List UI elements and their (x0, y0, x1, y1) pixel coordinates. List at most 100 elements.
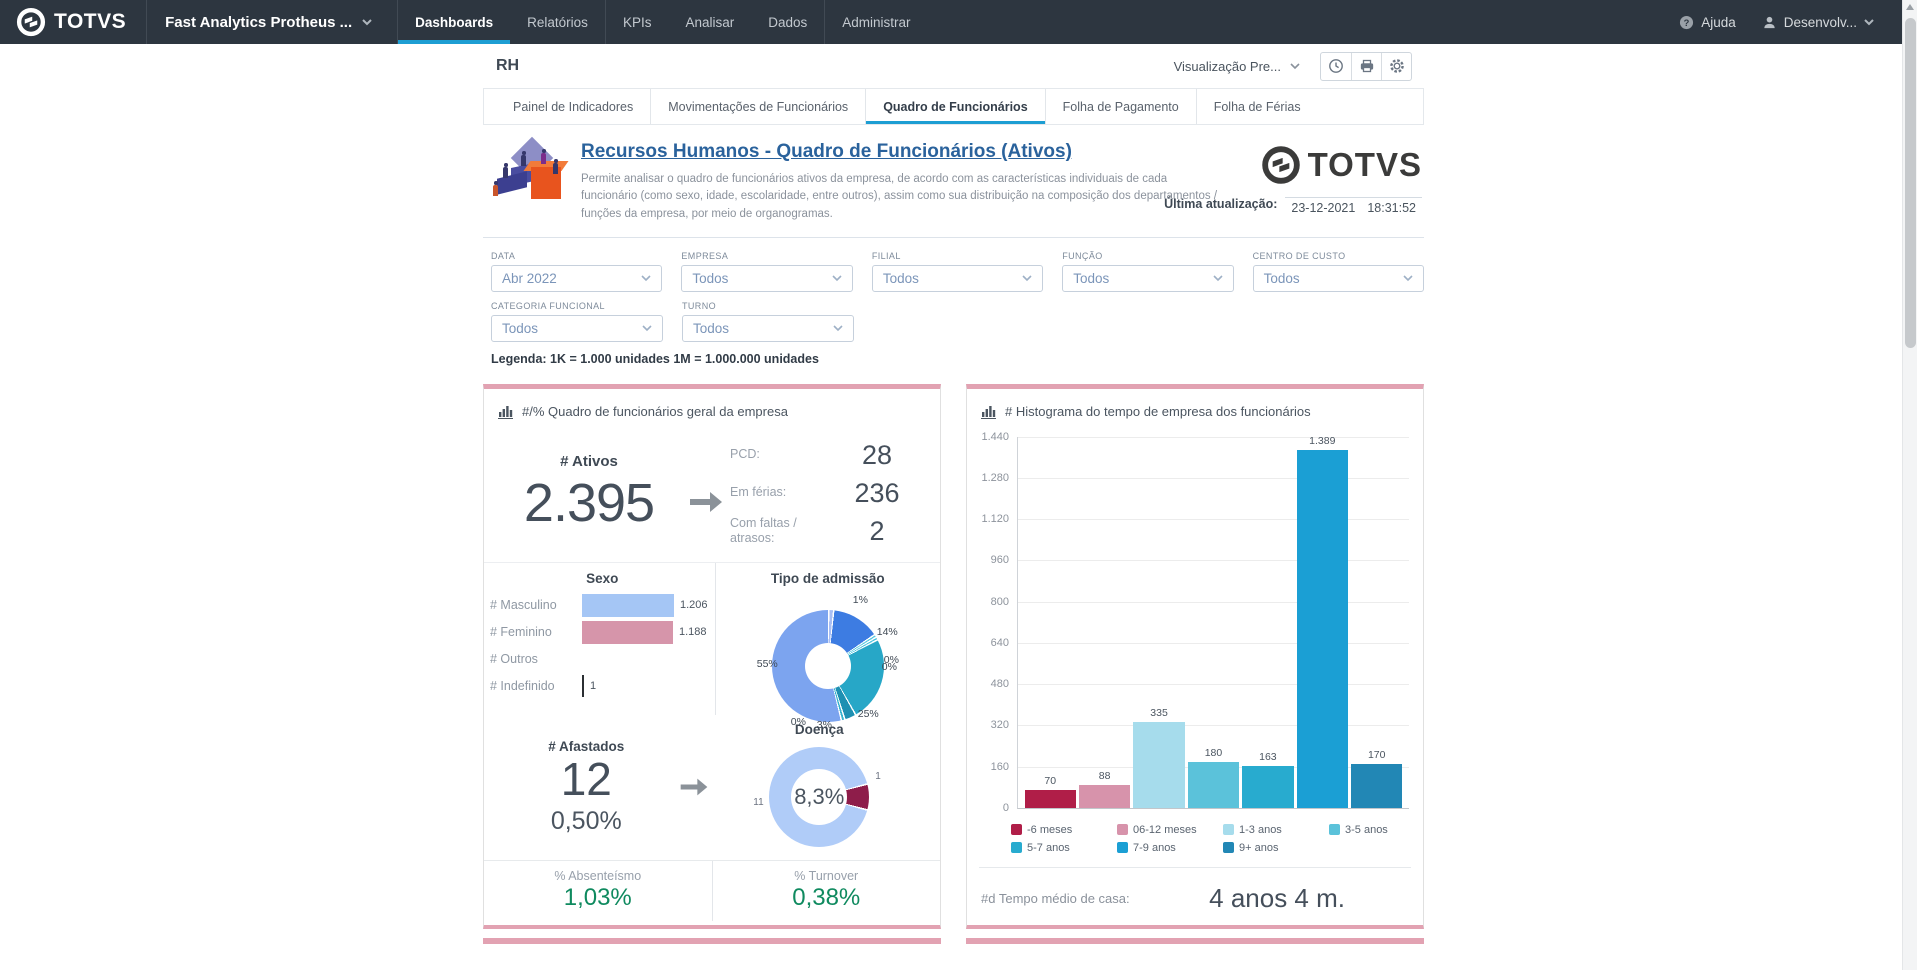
sexo-category: # Indefinido (490, 679, 555, 694)
bar-6-meses[interactable]: 70 (1024, 775, 1076, 808)
admissao-slice-label: 14% (876, 625, 898, 638)
doenca-donut[interactable]: 8,3% 11 1 (739, 741, 899, 853)
nav-divider (397, 0, 399, 44)
scrollbar-thumb[interactable] (1905, 18, 1916, 348)
tab-folha-de-fe-rias[interactable]: Folha de Férias (1195, 89, 1318, 124)
nav-item-dashboards[interactable]: Dashboards (398, 0, 510, 44)
gridline (1018, 684, 1409, 686)
arrow-right-icon (690, 492, 722, 513)
legend-swatch (1329, 824, 1340, 836)
tab-quadro-de-funciona-rios[interactable]: Quadro de Funcionários (865, 89, 1044, 124)
bar-5-7-anos[interactable]: 163 (1242, 751, 1294, 808)
bar-1-3-anos[interactable]: 335 (1133, 707, 1185, 808)
sexo-bar (582, 675, 584, 698)
tab-painel-de-indicadores[interactable]: Painel de Indicadores (513, 99, 634, 114)
chevron-down-icon (1864, 19, 1874, 26)
filter-row: DATA Abr 2022 EMPRESA Todos FILIAL Todos FUNÇÃ… (491, 250, 1425, 292)
plot-area: 70 88 335 180 163 1.389 170 (1017, 435, 1409, 809)
filter-label: FUNÇÃO (1062, 250, 1103, 261)
view-selector-label: Visualização Pre... (1173, 58, 1281, 74)
filter-select-func-a-o[interactable]: Todos (1062, 264, 1234, 292)
filter-turno: TURNO Todos (682, 301, 854, 342)
nav-item-dados[interactable]: Dados (768, 14, 808, 30)
gridline (1018, 519, 1409, 521)
print-button[interactable] (1351, 52, 1381, 80)
filter-func-a-o: FUNÇÃO Todos (1062, 250, 1234, 292)
gridline (1018, 725, 1409, 727)
bar-value-label: 180 (1204, 746, 1223, 759)
tempo-medio-label: #d Tempo médio de casa: (981, 890, 1130, 906)
card-title: #/% Quadro de funcionários geral da empr… (522, 404, 788, 420)
filter-value: Todos (1263, 270, 1300, 286)
sexo-row-indefinido: # Indefinido 1 (490, 673, 715, 700)
afastados-value: 12 (560, 752, 612, 805)
legend-item-06-12-meses: 06-12 meses (1117, 824, 1223, 836)
help-label: Ajuda (1701, 14, 1736, 30)
stat-label: PCD: (730, 447, 760, 462)
legend-swatch (1011, 824, 1022, 836)
filter-select-data[interactable]: Abr 2022 (491, 264, 663, 292)
report-tabs: Painel de Indicadores Movimentações de Fu… (483, 88, 1424, 125)
user-label: Desenvolv... (1783, 14, 1857, 30)
y-tick-label: 160 (990, 760, 1009, 773)
schedule-button[interactable] (1321, 53, 1351, 80)
legend-label: 7-9 anos (1133, 841, 1176, 854)
legend-label: 06-12 meses (1133, 823, 1197, 836)
stat-value: 28 (861, 439, 893, 470)
admissao-slice-label: 25% (857, 707, 879, 720)
stat-label: Com faltas / atrasos: (730, 515, 797, 546)
sexo-category: # Feminino (490, 625, 552, 640)
main-menu: Dashboards Relatórios KPIs Analisar Dados Adm… (398, 0, 927, 44)
bar-3-5-anos[interactable]: 180 (1187, 747, 1240, 808)
admissao-donut[interactable]: 55% 1% 14% 0% 0% 25% 3% 0% (753, 588, 903, 731)
bar-06-12-meses[interactable]: 88 (1078, 770, 1131, 808)
filter-select-empresa[interactable]: Todos (681, 264, 853, 292)
gridline (1018, 601, 1409, 603)
filter-centro-de-custo: CENTRO DE CUSTO Todos (1252, 251, 1425, 292)
nav-right: ? Ajuda Desenvolv... (1679, 0, 1902, 44)
legend-item-6-meses: -6 meses (1011, 824, 1117, 836)
settings-button[interactable] (1381, 52, 1411, 80)
top-navbar: TOTVS Fast Analytics Protheus ... Dashbo… (0, 0, 1902, 44)
legend-item-9-anos: 9+ anos (1223, 842, 1329, 854)
filter-label: FILIAL (871, 250, 901, 261)
brand-text: TOTVS (54, 10, 127, 33)
ativos-stats: PCD: 28 Em férias: 236 Com faltas / atra… (730, 433, 926, 554)
sexo-bar (582, 593, 674, 617)
user-icon (1764, 16, 1775, 28)
help-icon: ? (1680, 15, 1694, 29)
vertical-scrollbar[interactable] (1902, 0, 1917, 970)
tab-folha-de-pagamento[interactable]: Folha de Pagamento (1044, 89, 1196, 124)
workspace-selector[interactable]: Fast Analytics Protheus ... (147, 0, 397, 44)
help-button[interactable]: ? Ajuda (1679, 15, 1736, 30)
card-title: # Histograma do tempo de empresa dos fun… (1005, 404, 1311, 420)
divider (979, 866, 1411, 868)
admissao-slice-label: 3% (816, 718, 832, 731)
report-header: Recursos Humanos - Quadro de Funcionário… (483, 125, 1424, 223)
view-selector[interactable]: Visualização Pre... (1174, 59, 1300, 74)
user-menu[interactable]: Desenvolv... (1762, 15, 1874, 30)
filter-select-turno[interactable]: Todos (682, 314, 854, 342)
filter-data: DATA Abr 2022 (491, 251, 663, 292)
totvs-brand-logo[interactable]: TOTVS (0, 0, 146, 44)
filter-categoria-funcional: CATEGORIA FUNCIONAL Todos (491, 301, 663, 342)
admissao-chart: Tipo de admissão 55% 1% 14% 0% 0% 25% 3% 0% (716, 563, 941, 731)
filter-select-categoria-funcional[interactable]: Todos (491, 314, 663, 342)
totvs-logo-dark: TOTVS (1222, 145, 1422, 185)
dashboard-cards: #/% Quadro de funcionários geral da empr… (483, 383, 1424, 929)
filter-select-filial[interactable]: Todos (871, 264, 1044, 292)
bar-chart-icon (498, 406, 513, 420)
report-description: Permite analisar o quadro de funcionário… (581, 173, 1218, 220)
nav-item-administrar[interactable]: Administrar (842, 14, 911, 30)
nav-item-kpis[interactable]: KPIs (622, 14, 652, 30)
nav-item-relato-rios[interactable]: Relatórios (527, 14, 588, 30)
bar-9-anos[interactable]: 170 (1351, 749, 1403, 808)
filter-select-centro-de-custo[interactable]: Todos (1252, 264, 1425, 292)
nav-item-analisar[interactable]: Analisar (685, 14, 735, 30)
report-title[interactable]: Recursos Humanos - Quadro de Funcionário… (581, 141, 1072, 162)
scroll-up-arrow[interactable] (1906, 4, 1914, 10)
tab-movimentac-o-es-de-funciona-rios[interactable]: Movimentações de Funcionários (650, 89, 865, 124)
y-axis: 0 160 320 480 640 800 960 1.120 1.280 1.440 (971, 431, 1017, 814)
card-header: #/% Quadro de funcionários geral da empr… (484, 389, 940, 425)
bar-7-9-anos[interactable]: 1.389 (1296, 435, 1349, 808)
